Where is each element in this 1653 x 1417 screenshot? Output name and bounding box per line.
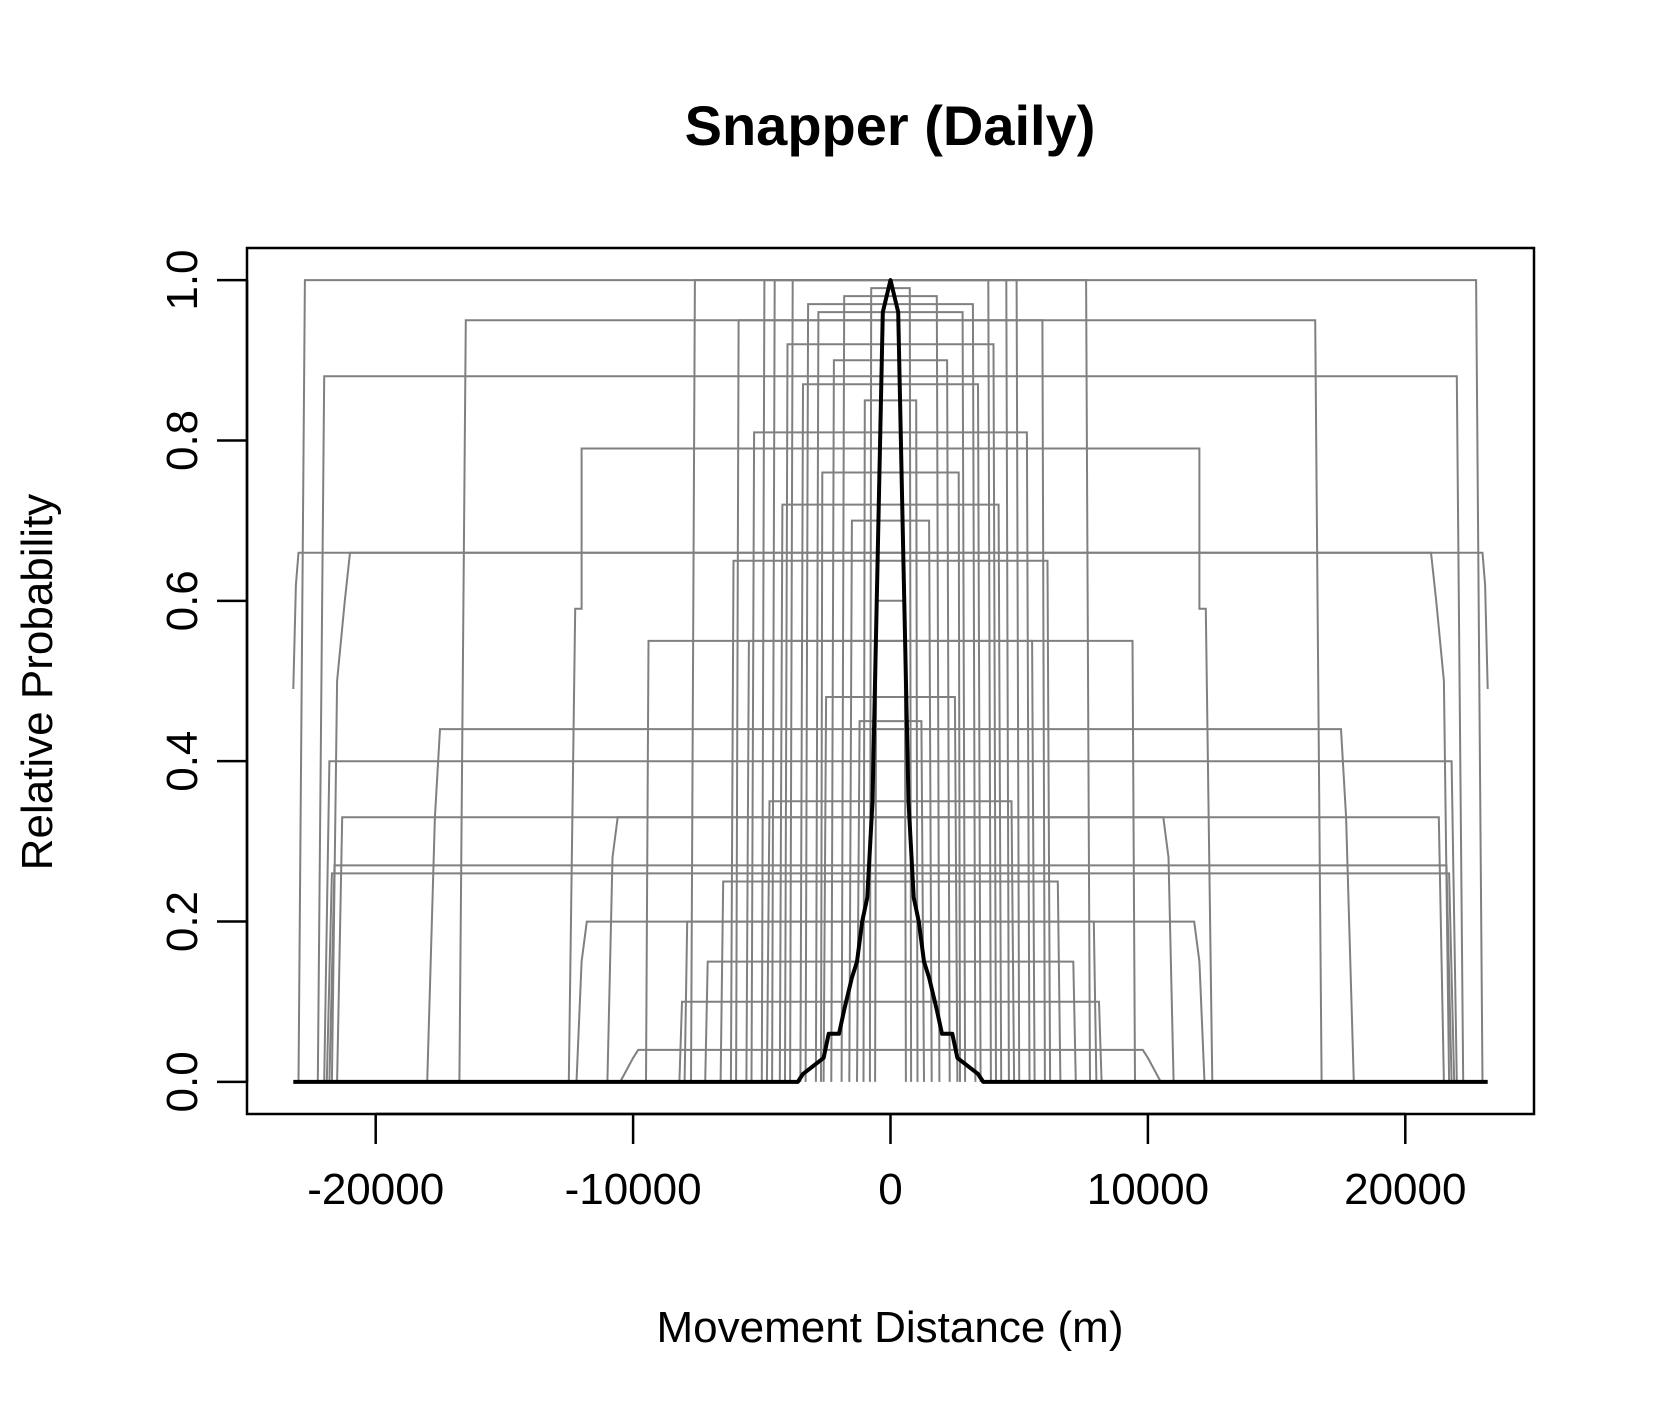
individual-series-line-37 — [704, 960, 1077, 1082]
individual-series-line-23 — [750, 431, 1031, 1082]
individual-series-line-28 — [830, 359, 951, 1082]
individual-series-line-16 — [645, 639, 1136, 1082]
mean-series-line — [293, 278, 1488, 1084]
individual-series-line-5 — [735, 319, 1046, 1082]
y-axis: 0.0 0.2 0.4 0.6 0.8 1.0 — [158, 249, 249, 1113]
individual-series-line-35 — [765, 800, 1016, 1082]
individual-series-line-22 — [799, 383, 982, 1082]
individual-series-line-14 — [606, 816, 1175, 1082]
individual-series-line-31 — [856, 720, 925, 1082]
individual-series-line-25 — [729, 559, 1052, 1082]
x-tick-label: -10000 — [565, 1165, 702, 1214]
x-tick-label: 0 — [878, 1165, 902, 1214]
y-tick-label: 0.2 — [158, 891, 207, 952]
y-tick-label: 0.0 — [158, 1051, 207, 1112]
individual-series-line-36 — [719, 880, 1062, 1082]
individual-series-line-8 — [330, 551, 1451, 1082]
y-axis-label: Relative Probability — [13, 494, 62, 871]
individual-series-line-40 — [678, 1000, 1103, 1082]
y-tick-label: 0.6 — [158, 570, 207, 631]
individual-series-line-13 — [325, 872, 1456, 1082]
x-tick-label: 10000 — [1087, 1165, 1209, 1214]
individual-series-line-6 — [567, 447, 1214, 1082]
chart-title: Snapper (Daily) — [685, 94, 1096, 157]
y-tick-label: 0.4 — [158, 731, 207, 792]
individual-series-line-39 — [820, 471, 961, 1082]
individual-series-line-24 — [778, 503, 1003, 1082]
series-layer — [292, 278, 1489, 1084]
individual-series-line-12 — [328, 864, 1453, 1082]
x-tick-label: -20000 — [307, 1165, 444, 1214]
x-axis: -20000 -10000 0 10000 20000 — [307, 1112, 1466, 1214]
individual-series-line-2 — [458, 319, 1323, 1082]
individual-series-line-11 — [336, 816, 1445, 1082]
individual-series-line-10 — [323, 760, 1458, 1082]
individual-series-line-41 — [619, 1048, 1162, 1083]
x-tick-label: 20000 — [1344, 1165, 1466, 1214]
individual-series-line-29 — [840, 295, 941, 1082]
individual-series-line-17 — [575, 920, 1206, 1082]
individual-series-line-21 — [814, 311, 967, 1082]
individual-series-line-9 — [426, 728, 1355, 1082]
individual-series-line-20 — [804, 303, 977, 1082]
individual-series-line-1 — [316, 375, 1465, 1082]
x-axis-label: Movement Distance (m) — [656, 1303, 1123, 1352]
individual-series-line-34 — [874, 599, 907, 1082]
plot-frame — [245, 246, 1536, 1116]
y-tick-label: 1.0 — [158, 249, 207, 310]
individual-series-line-38 — [784, 343, 997, 1082]
individual-series-line-26 — [745, 639, 1036, 1082]
individual-series-line-32 — [862, 399, 919, 1082]
y-tick-label: 0.8 — [158, 410, 207, 471]
individual-series-line-7 — [292, 551, 1489, 690]
individual-series-line-27 — [822, 696, 959, 1082]
